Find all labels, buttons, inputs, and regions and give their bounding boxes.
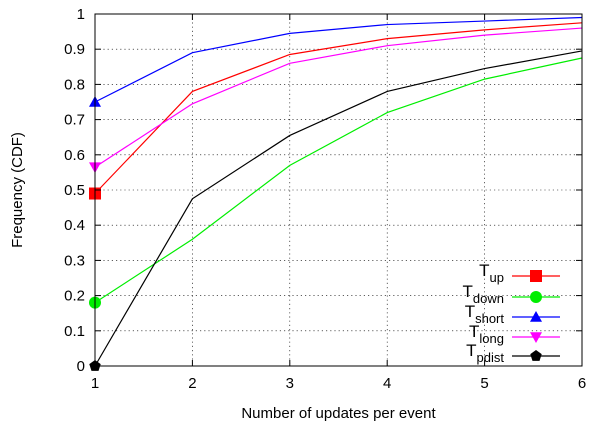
legend-marker xyxy=(530,332,542,343)
series-line-up xyxy=(94,22,583,194)
x-tick-label: 2 xyxy=(188,375,196,392)
y-tick-label: 0 xyxy=(77,358,85,375)
legend-label: Tup xyxy=(479,261,504,285)
legend-item-up: Tup xyxy=(479,261,560,285)
legend-item-short: Tshort xyxy=(465,302,560,326)
legend-marker xyxy=(530,311,542,322)
y-tick-label: 0.1 xyxy=(64,323,85,340)
series-line-down xyxy=(94,57,583,304)
x-axis-title: Number of updates per event xyxy=(241,405,436,422)
series-line-short xyxy=(94,16,583,103)
legend-label-main: T xyxy=(479,261,489,280)
x-tick-label: 3 xyxy=(286,375,294,392)
legend-label: Tdown xyxy=(463,282,504,306)
series-line-pdist xyxy=(94,50,583,367)
plot-frame xyxy=(94,13,583,367)
legend-label-sub: up xyxy=(490,270,504,285)
y-tick-label: 0.2 xyxy=(64,288,85,305)
series-long xyxy=(89,27,583,174)
legend-label-main: T xyxy=(465,302,475,321)
legend-marker xyxy=(530,291,542,303)
y-tick-label: 0.9 xyxy=(64,41,85,58)
y-tick-label: 1 xyxy=(77,6,85,23)
legend-marker xyxy=(530,270,542,282)
legend-label-sub: down xyxy=(473,291,504,306)
legend-label-main: T xyxy=(469,322,479,341)
legend-label-main: T xyxy=(463,282,473,301)
series-short xyxy=(89,16,583,107)
x-tick-label: 1 xyxy=(91,375,99,392)
x-tick-label: 6 xyxy=(578,375,586,392)
legend-label-main: T xyxy=(466,341,476,360)
y-tick-label: 0.3 xyxy=(64,252,85,269)
legend-label-sub: pdist xyxy=(477,350,505,365)
legend-item-down: Tdown xyxy=(463,282,560,306)
legend-item-pdist: Tpdist xyxy=(466,341,560,365)
legend-label-sub: short xyxy=(475,311,504,326)
y-tick-label: 0.7 xyxy=(64,112,85,129)
legend-item-long: Tlong xyxy=(469,322,560,346)
y-tick-label: 0.6 xyxy=(64,147,85,164)
y-tick-label: 0.8 xyxy=(64,76,85,93)
series-pdist xyxy=(89,50,583,371)
legend-label: Tshort xyxy=(465,302,505,326)
y-axis-title: Frequency (CDF) xyxy=(9,132,26,248)
grid-lines xyxy=(95,14,582,366)
y-tick-label: 0.5 xyxy=(64,182,85,199)
axis-ticks: 0 0.1 0.2 0.3 0.4 0.5 0.6 0.7 0.8 0.9 1 1 2 3 4 5 6 xyxy=(64,6,586,392)
legend-label: Tpdist xyxy=(466,341,504,365)
series-down xyxy=(89,57,583,309)
legend-label: Tlong xyxy=(469,322,504,346)
legend-marker xyxy=(530,350,542,361)
x-tick-label: 5 xyxy=(480,375,488,392)
legend-label-sub: long xyxy=(479,331,504,346)
x-tick-label: 4 xyxy=(383,375,391,392)
series-line-long xyxy=(94,27,583,168)
y-tick-label: 0.4 xyxy=(64,217,85,234)
series-layer xyxy=(89,16,583,371)
